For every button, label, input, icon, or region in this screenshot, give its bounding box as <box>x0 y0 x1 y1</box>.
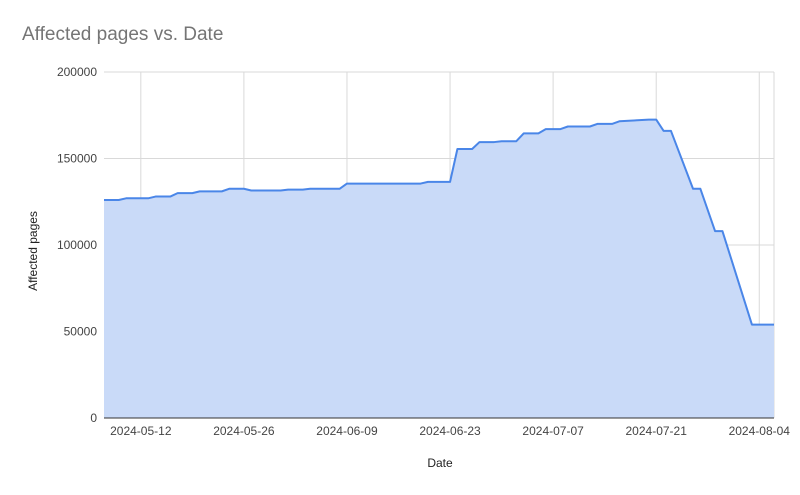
x-tick-label: 2024-05-12 <box>110 424 172 438</box>
x-tick-label: 2024-08-04 <box>729 424 791 438</box>
tick-labels: 0 50000 100000 150000 200000 2024-05-12 2024-0… <box>57 65 790 438</box>
x-tick-label: 2024-06-23 <box>419 424 481 438</box>
y-tick-label: 200000 <box>57 65 97 79</box>
y-tick-label: 100000 <box>57 238 97 252</box>
y-tick-label: 150000 <box>57 152 97 166</box>
x-tick-label: 2024-05-26 <box>213 424 275 438</box>
area-fill <box>104 119 774 418</box>
series-line <box>104 118 774 326</box>
x-tick-label: 2024-07-07 <box>522 424 584 438</box>
chart-title: Affected pages vs. Date <box>22 24 224 45</box>
y-tick-label: 0 <box>90 411 97 425</box>
y-tick-label: 50000 <box>64 325 98 339</box>
area-layer <box>104 118 774 419</box>
x-tick-label: 2024-06-09 <box>316 424 378 438</box>
x-axis-label: Date <box>427 456 453 470</box>
x-tick-label: 2024-07-21 <box>626 424 688 438</box>
